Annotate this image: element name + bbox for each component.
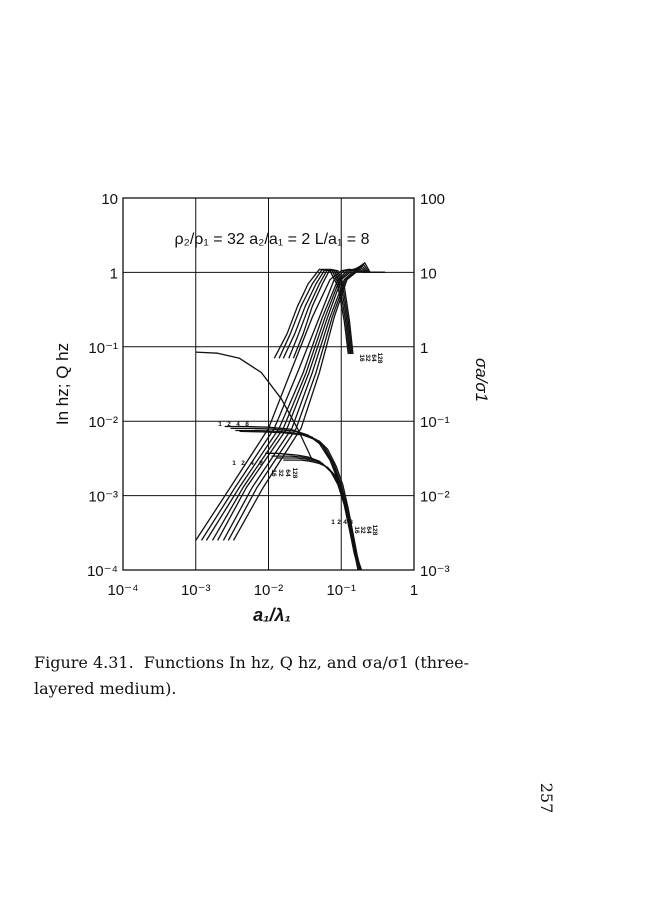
series-line-sigma-3 bbox=[211, 267, 385, 541]
y-axis-left-label: In hz; Q hz bbox=[53, 343, 72, 425]
series-line-Q-14 bbox=[230, 427, 360, 571]
series-line-Q-20 bbox=[283, 459, 363, 571]
x-tick-label: 10⁻² bbox=[254, 582, 284, 599]
curve-label-in: 2 bbox=[227, 421, 231, 428]
ticks: 10⁻⁴ 10⁻³ 10⁻² 10⁻¹ 1 10⁻⁴ 10⁻³ 10⁻² 10⁻¹ 1 10 10⁻³… bbox=[87, 191, 450, 599]
x-tick-label: 10⁻³ bbox=[181, 582, 211, 599]
series-line-sigma-0 bbox=[195, 268, 385, 541]
curve-label-q-extra: 32 bbox=[277, 469, 284, 477]
curve-label-q: 1 bbox=[232, 460, 236, 467]
series-line-peak-9 bbox=[278, 268, 351, 359]
caption-text: Functions In hz, Q hz, and σa/σ1 (three-… bbox=[34, 653, 470, 698]
series-line-peak-11 bbox=[288, 268, 353, 359]
curves bbox=[195, 262, 385, 571]
curve-label-sigma: 128 bbox=[376, 353, 383, 364]
series-line-sigma-2 bbox=[205, 268, 385, 541]
y-right-tick-label: 1 bbox=[420, 340, 428, 357]
y-right-tick-label: 10⁻³ bbox=[420, 563, 450, 580]
series-line-sigma-5 bbox=[222, 264, 385, 541]
series-line-peak-10 bbox=[282, 268, 352, 359]
series-line-sigma-6 bbox=[227, 263, 385, 541]
curve-label-q-extra: 16 bbox=[270, 469, 277, 477]
curve-label-q-extra: 128 bbox=[291, 468, 298, 479]
x-tick-label: 10⁻¹ bbox=[326, 582, 356, 599]
curve-label-in: 8 bbox=[245, 421, 249, 428]
y-left-tick-label: 10⁻⁴ bbox=[87, 563, 118, 580]
page-number: 257 bbox=[537, 782, 556, 814]
curve-label-sigma: 32 bbox=[364, 354, 371, 362]
y-left-tick-label: 10⁻² bbox=[88, 414, 118, 431]
curve-label-in: 4 bbox=[236, 421, 240, 428]
figure-caption: Figure 4.31. Functions In hz, Q hz, and σ… bbox=[34, 650, 504, 702]
curve-label-sigma: 16 bbox=[358, 354, 365, 362]
curve-label-low: 4 bbox=[343, 519, 347, 526]
figure-number: Figure 4.31. bbox=[34, 653, 134, 672]
series-line-peak-8 bbox=[273, 268, 349, 359]
grid bbox=[123, 198, 414, 570]
curve-label-in: 1 bbox=[218, 421, 222, 428]
y-left-tick-label: 1 bbox=[110, 265, 118, 282]
curve-label-q: 8 bbox=[259, 460, 263, 467]
series-line-Q-13 bbox=[224, 425, 359, 571]
curve-label-q: 4 bbox=[250, 460, 254, 467]
curve-label-low-extra: 16 bbox=[353, 526, 360, 534]
series-line-sigma-4 bbox=[217, 265, 385, 541]
curve-label-low: 8 bbox=[349, 519, 353, 526]
curve-label-q: 2 bbox=[241, 460, 245, 467]
y-right-tick-label: 100 bbox=[420, 191, 445, 208]
curve-label-low-extra: 64 bbox=[365, 526, 372, 534]
x-tick-label: 10⁻⁴ bbox=[107, 582, 138, 599]
chart: 10⁻⁴ 10⁻³ 10⁻² 10⁻¹ 1 10⁻⁴ 10⁻³ 10⁻² 10⁻¹ 1 10 10⁻³… bbox=[53, 191, 491, 625]
curve-label-low: 1 bbox=[331, 519, 335, 526]
x-tick-label: 1 bbox=[410, 582, 418, 599]
series-line-peak-12 bbox=[292, 268, 354, 359]
curve-label-low-extra: 128 bbox=[371, 525, 378, 536]
plot-frame bbox=[122, 197, 415, 571]
y-left-tick-label: 10 bbox=[101, 191, 118, 208]
curve-label-q-extra: 64 bbox=[284, 469, 291, 477]
chart-title: ρ₂/ρ₁ = 32 a₂/a₁ = 2 L/a₁ = 8 bbox=[175, 231, 370, 248]
y-right-tick-label: 10 bbox=[420, 265, 437, 282]
x-axis-label: a₁/λ₁ bbox=[253, 605, 291, 625]
curve-label-sigma: 64 bbox=[370, 354, 377, 362]
y-left-tick-label: 10⁻¹ bbox=[88, 340, 118, 357]
y-axis-right-label: σa/σ1 bbox=[472, 358, 491, 402]
y-right-tick-label: 10⁻¹ bbox=[420, 414, 450, 431]
y-right-tick-label: 10⁻² bbox=[420, 489, 450, 506]
curve-label-low: 2 bbox=[337, 519, 341, 526]
curve-label-low-extra: 32 bbox=[359, 526, 366, 534]
series-line-In-21 bbox=[195, 351, 313, 461]
y-left-tick-label: 10⁻³ bbox=[88, 489, 118, 506]
